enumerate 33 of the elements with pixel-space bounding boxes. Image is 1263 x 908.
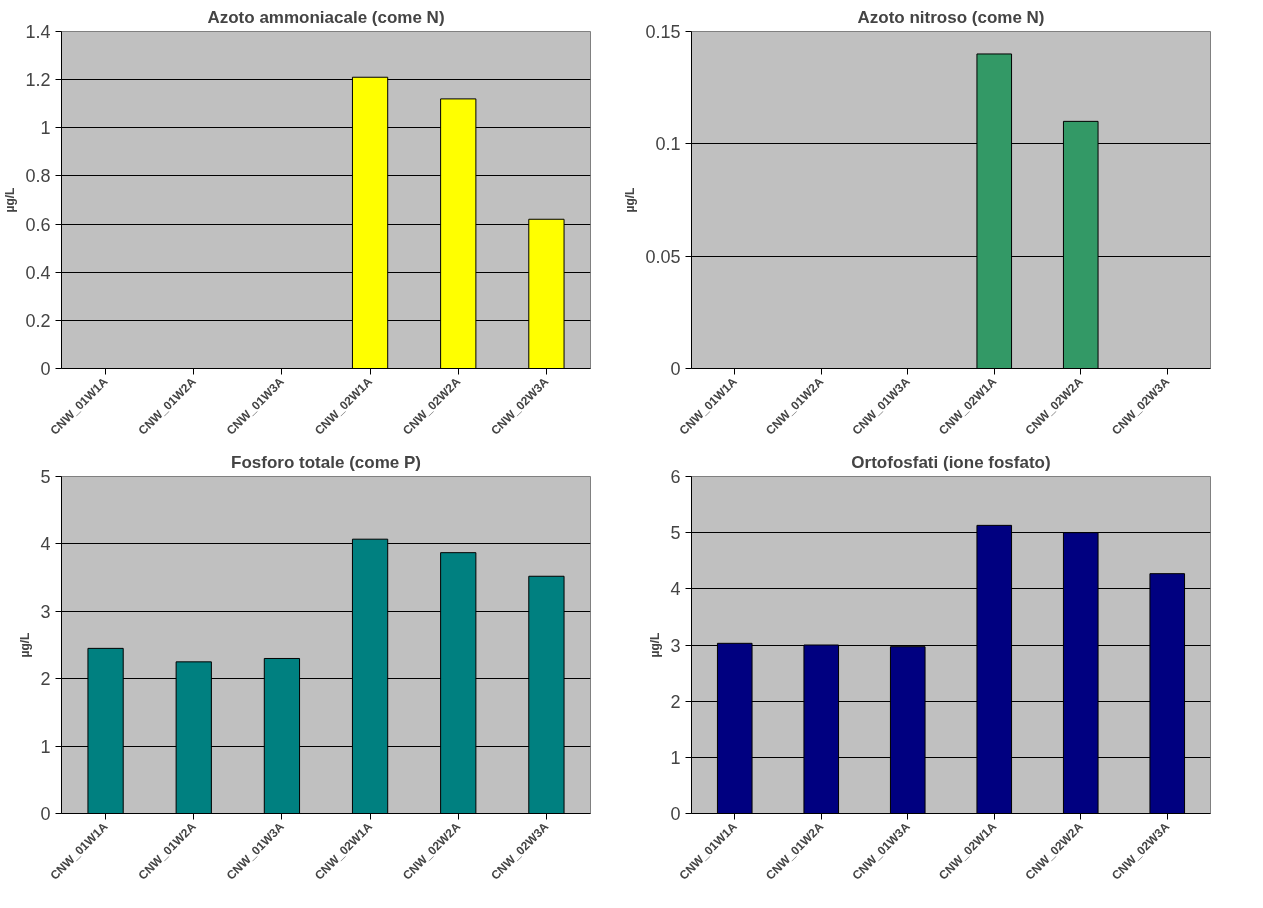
y-tick-label: 0.1 [655,134,681,155]
y-tick-label: 1 [40,736,51,757]
y-tick-label: 0 [40,804,51,824]
y-tick-label: 3 [670,635,681,656]
y-tick-label: 6 [670,467,681,487]
y-tick-label: 1 [40,118,51,139]
y-tick-label: 0 [670,359,681,379]
y-tick-label: 0.6 [25,214,51,235]
chart-title: Azoto ammoniacale (come N) [207,7,445,27]
y-tick-label: 2 [40,669,51,690]
y-tick-label: 0.05 [645,246,681,267]
y-tick-label: 1.2 [25,70,51,91]
y-tick-label: 0.4 [25,262,51,283]
y-tick-label: 0.2 [25,310,51,331]
y-tick-label: 5 [670,523,681,544]
y-tick-label: 2 [670,691,681,712]
chart-title: Fosforo totale (come P) [231,452,421,472]
y-axis-title: µg/L [623,187,638,213]
y-tick-label: 0 [40,359,51,379]
chart-title: Azoto nitroso (come N) [857,7,1045,27]
y-tick-label: 0.8 [25,166,51,187]
y-tick-label: 4 [670,579,681,600]
y-axis-title: µg/L [3,187,18,213]
y-tick-label: 5 [40,467,51,487]
y-tick-label: 4 [40,534,51,555]
y-tick-label: 1.4 [25,22,51,42]
y-tick-label: 3 [40,601,51,622]
y-axis-title: µg/L [648,632,663,658]
y-tick-label: 1 [670,747,681,768]
y-axis-title: µg/L [18,632,33,658]
chart-title: Ortofosfati (ione fosfato) [851,452,1051,472]
y-tick-label: 0.15 [645,22,681,42]
y-tick-label: 0 [670,804,681,824]
